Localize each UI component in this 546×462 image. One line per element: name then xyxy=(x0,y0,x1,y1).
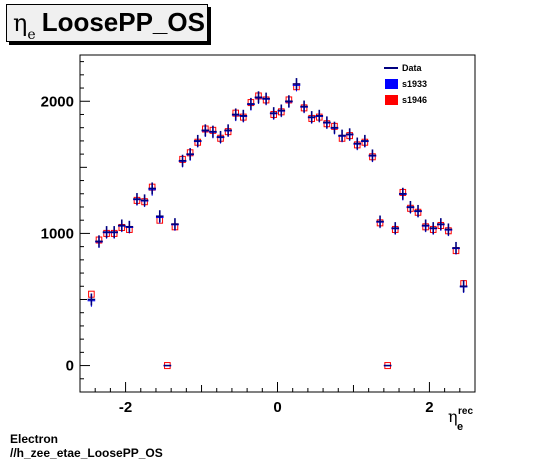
x-tick-label: -2 xyxy=(119,399,132,416)
data-point xyxy=(231,108,240,121)
x-axis-label: η rec e xyxy=(448,406,473,433)
data-point xyxy=(262,92,270,105)
data-point xyxy=(353,137,362,150)
data-point xyxy=(239,109,248,122)
data-point xyxy=(224,124,232,137)
x-tick-label: 0 xyxy=(273,399,281,416)
data-point xyxy=(330,121,339,134)
data-point xyxy=(323,116,331,129)
title-text: LoosePP_OS xyxy=(41,7,205,37)
data-point xyxy=(117,219,126,232)
data-point xyxy=(368,149,377,162)
data-point xyxy=(315,109,324,122)
data-point xyxy=(338,129,346,142)
data-point xyxy=(87,293,96,306)
data-point xyxy=(277,104,286,117)
legend-label-s1933: s1933 xyxy=(402,79,427,89)
legend-s1946-swatch xyxy=(385,95,398,105)
data-point xyxy=(391,222,400,235)
data-point xyxy=(216,130,225,143)
footer-histogram-path: //h_zee_etae_LoosePP_OS xyxy=(10,446,163,460)
legend: Data s1933 s1946 xyxy=(382,62,470,108)
series-layer xyxy=(87,78,468,370)
data-point xyxy=(148,182,156,195)
data-point xyxy=(171,218,179,231)
data-point xyxy=(452,241,460,254)
legend-label-s1946: s1946 xyxy=(402,95,427,105)
data-point xyxy=(414,204,422,217)
data-point xyxy=(155,210,164,223)
legend-label-Data: Data xyxy=(402,63,423,73)
plot-title: ηe LoosePP_OS xyxy=(13,7,205,43)
data-point xyxy=(178,154,187,167)
title-eta-symbol: η xyxy=(13,9,28,37)
data-point xyxy=(399,187,407,200)
data-point xyxy=(254,91,263,104)
data-point xyxy=(444,223,453,236)
y-tick-label: 2000 xyxy=(41,93,74,110)
data-point xyxy=(110,226,118,239)
data-point xyxy=(300,100,308,113)
data-point xyxy=(102,226,111,239)
data-point xyxy=(209,125,217,138)
title-subscript: e xyxy=(27,27,36,43)
x-tick-label: 2 xyxy=(425,399,433,416)
x-label-superscript: rec xyxy=(458,406,473,417)
x-label-symbol: η xyxy=(448,407,458,426)
data-point xyxy=(307,111,316,124)
data-point xyxy=(269,107,278,120)
data-point xyxy=(133,193,141,206)
data-point xyxy=(285,95,293,108)
data-point xyxy=(376,215,384,228)
data-point xyxy=(140,194,149,207)
data-point xyxy=(201,124,210,137)
y-tick-label: 0 xyxy=(66,358,74,375)
data-point xyxy=(361,134,369,147)
data-point xyxy=(421,219,430,232)
data-point xyxy=(247,97,255,110)
y-tick-label: 1000 xyxy=(41,225,74,242)
x-label-subscript: e xyxy=(457,421,463,433)
data-point xyxy=(125,220,134,233)
data-point xyxy=(429,222,438,235)
data-point xyxy=(437,218,445,231)
data-point xyxy=(345,128,354,141)
data-point xyxy=(406,200,415,213)
legend-s1933-swatch xyxy=(385,79,398,89)
data-point xyxy=(95,235,103,248)
footer-category: Electron xyxy=(10,432,59,446)
title-box: ηe LoosePP_OS xyxy=(6,4,208,43)
data-point xyxy=(292,78,301,91)
data-point xyxy=(459,280,468,293)
axis-ticks: -2 0 2 0 1000 2000 xyxy=(41,61,476,416)
data-point xyxy=(193,134,202,147)
data-point xyxy=(186,148,194,161)
